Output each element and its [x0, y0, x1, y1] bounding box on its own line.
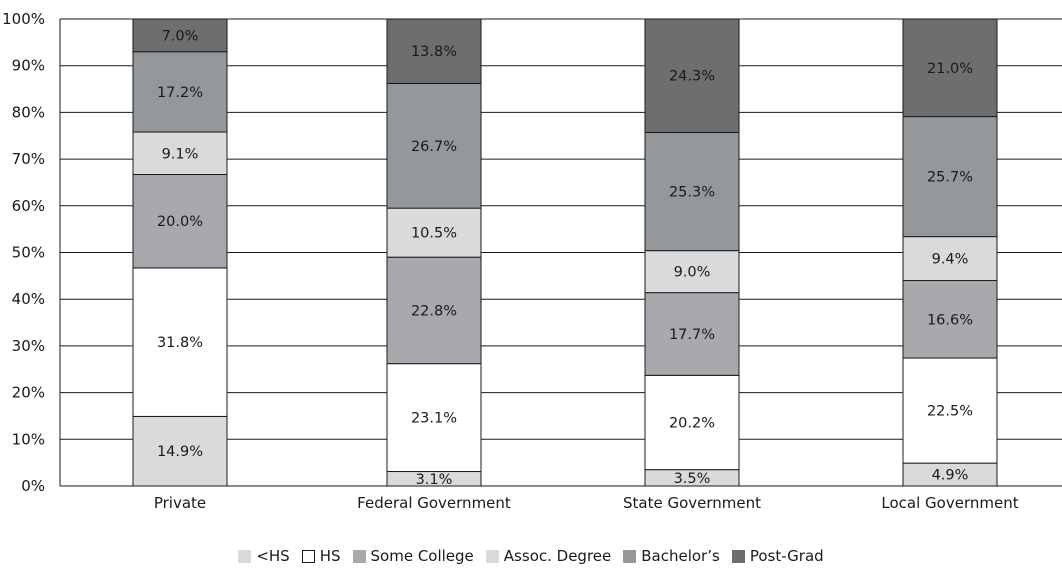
legend-item: HS	[301, 547, 341, 565]
legend-label: <HS	[256, 547, 290, 565]
data-label: 3.1%	[416, 472, 453, 488]
data-label: 25.7%	[927, 170, 973, 186]
bar-segment	[386, 18, 482, 84]
stacked-bar-chart: 0% 10% 20% 30% 40% 50% 60% 70% 80% 90% 100% 14.9% 3…	[2, 10, 1062, 512]
data-label: 9.4%	[932, 252, 969, 268]
bar-segment	[386, 82, 482, 209]
legend-swatch	[301, 549, 315, 563]
bar-segment	[902, 18, 998, 118]
legend-swatch	[485, 549, 499, 563]
bar-stack: 3.1% 23.1% 22.8% 10.5% 26.7% 13.8%	[386, 18, 482, 488]
bar-segment	[902, 116, 998, 238]
legend-item: Assoc. Degree	[485, 547, 612, 565]
data-label: 9.1%	[162, 146, 199, 162]
bar-segment	[902, 357, 998, 464]
data-label: 26.7%	[411, 139, 457, 155]
data-label: 14.9%	[157, 444, 203, 460]
y-tick-label: 50%	[12, 244, 45, 262]
bar-stack: 14.9% 31.8% 20.0% 9.1% 17.2% 7.0%	[132, 18, 228, 487]
data-label: 22.5%	[927, 404, 973, 420]
data-label: 17.7%	[669, 327, 715, 343]
y-tick-label: 60%	[12, 197, 45, 215]
bars: 14.9% 31.8% 20.0% 9.1% 17.2% 7.0% 3.1% 23.1% 22.…	[132, 18, 998, 488]
data-label: 17.2%	[157, 85, 203, 101]
data-label: 23.1%	[411, 411, 457, 427]
bar-segment	[644, 374, 740, 471]
bar-segment	[132, 267, 228, 417]
data-label: 9.0%	[674, 265, 711, 281]
y-tick-label: 100%	[2, 10, 45, 28]
y-tick-label: 30%	[12, 337, 45, 355]
legend-swatch	[352, 549, 366, 563]
data-label: 31.8%	[157, 335, 203, 351]
bar-segment	[644, 131, 740, 252]
bar-stack: 4.9% 22.5% 16.6% 9.4% 25.7% 21.0%	[902, 18, 998, 487]
data-label: 21.0%	[927, 61, 973, 77]
x-category-label: Federal Government	[357, 494, 511, 512]
legend-label: Post-Grad	[749, 547, 824, 565]
x-axis-labels: Private Federal Government State Governmen…	[154, 494, 1019, 512]
legend-swatch	[623, 549, 637, 563]
x-category-label: State Government	[623, 494, 761, 512]
bar-stack: 3.5% 20.2% 17.7% 9.0% 25.3% 24.3%	[644, 18, 740, 487]
y-tick-label: 80%	[12, 103, 45, 121]
data-label: 3.5%	[674, 471, 711, 487]
legend-item: Bachelor’s	[623, 547, 720, 565]
data-label: 13.8%	[411, 44, 457, 60]
legend-item: <HS	[238, 547, 290, 565]
data-label: 20.2%	[669, 415, 715, 431]
bar-segment	[902, 280, 998, 359]
data-label: 20.0%	[157, 214, 203, 230]
legend-label: HS	[319, 547, 341, 565]
y-tick-label: 20%	[12, 384, 45, 402]
bar-segment	[644, 18, 740, 133]
y-tick-label: 0%	[21, 477, 45, 495]
bar-segment	[386, 256, 482, 365]
data-label: 16.6%	[927, 312, 973, 328]
data-label: 10.5%	[411, 226, 457, 242]
y-tick-label: 10%	[12, 430, 45, 448]
data-label: 25.3%	[669, 185, 715, 201]
legend-swatch	[238, 549, 252, 563]
legend-label: Some College	[370, 547, 474, 565]
bar-segment	[644, 292, 740, 376]
legend: <HS HS Some College Assoc. Degree Bachelor’s…	[0, 547, 1062, 565]
y-tick-label: 40%	[12, 290, 45, 308]
x-category-label: Local Government	[881, 494, 1018, 512]
legend-label: Bachelor’s	[641, 547, 720, 565]
bar-segment	[386, 207, 482, 258]
y-axis-ticks: 0% 10% 20% 30% 40% 50% 60% 70% 80% 90% 100%	[2, 10, 45, 495]
legend-item: Post-Grad	[731, 547, 824, 565]
bar-segment	[132, 18, 228, 53]
legend-item: Some College	[352, 547, 474, 565]
data-label: 22.8%	[411, 303, 457, 319]
bar-segment	[132, 415, 228, 487]
bar-segment	[132, 51, 228, 133]
y-tick-label: 70%	[12, 150, 45, 168]
bar-segment	[644, 250, 740, 294]
y-tick-label: 90%	[12, 57, 45, 75]
data-label: 4.9%	[932, 468, 969, 484]
legend-swatch	[731, 549, 745, 563]
data-label: 24.3%	[669, 69, 715, 85]
legend-label: Assoc. Degree	[503, 547, 612, 565]
data-label: 7.0%	[162, 28, 199, 44]
x-category-label: Private	[154, 494, 206, 512]
